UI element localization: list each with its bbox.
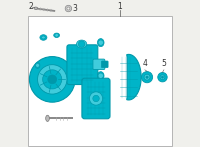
Ellipse shape <box>97 72 104 80</box>
FancyBboxPatch shape <box>82 78 110 119</box>
Text: 4: 4 <box>142 59 147 68</box>
Circle shape <box>38 65 67 94</box>
Circle shape <box>55 34 58 37</box>
Circle shape <box>161 76 164 78</box>
Ellipse shape <box>42 36 45 39</box>
Circle shape <box>160 75 165 80</box>
Text: 1: 1 <box>117 2 122 11</box>
FancyBboxPatch shape <box>101 61 108 68</box>
Text: 5: 5 <box>162 59 166 68</box>
Circle shape <box>78 41 85 47</box>
Circle shape <box>43 70 62 89</box>
Ellipse shape <box>35 62 40 68</box>
Circle shape <box>67 7 70 10</box>
Bar <box>28 16 172 146</box>
Circle shape <box>29 57 75 102</box>
Ellipse shape <box>97 39 104 47</box>
Circle shape <box>146 76 148 78</box>
Text: 3: 3 <box>72 4 77 13</box>
FancyBboxPatch shape <box>93 59 105 70</box>
Circle shape <box>98 73 103 78</box>
Ellipse shape <box>34 7 38 9</box>
Circle shape <box>93 95 99 102</box>
Text: 2: 2 <box>28 2 33 11</box>
Circle shape <box>36 64 39 67</box>
Circle shape <box>98 40 103 45</box>
Polygon shape <box>127 54 141 100</box>
Ellipse shape <box>76 40 87 48</box>
FancyBboxPatch shape <box>67 45 98 85</box>
Circle shape <box>141 72 153 83</box>
Ellipse shape <box>54 33 60 37</box>
Circle shape <box>89 92 103 105</box>
Circle shape <box>65 5 72 12</box>
Circle shape <box>48 75 57 84</box>
Circle shape <box>144 74 150 80</box>
Circle shape <box>158 72 167 82</box>
Ellipse shape <box>40 35 47 40</box>
Ellipse shape <box>46 115 49 121</box>
